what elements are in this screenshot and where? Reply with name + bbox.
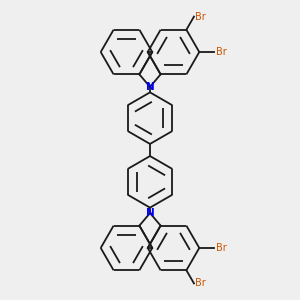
- Text: N: N: [146, 208, 154, 218]
- Text: Br: Br: [216, 243, 227, 253]
- Text: N: N: [146, 82, 154, 92]
- Text: Br: Br: [216, 47, 227, 57]
- Text: Br: Br: [196, 12, 206, 22]
- Text: Br: Br: [196, 278, 206, 288]
